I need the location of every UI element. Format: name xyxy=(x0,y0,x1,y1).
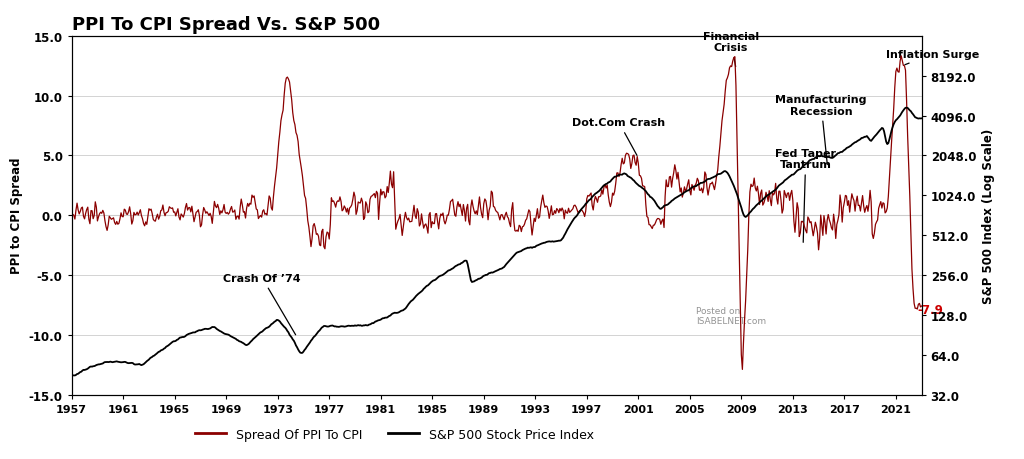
Text: Inflation Surge: Inflation Surge xyxy=(886,50,979,66)
Y-axis label: PPI to CPI Spread: PPI to CPI Spread xyxy=(10,157,24,274)
Y-axis label: S&P 500 Index (Log Scale): S&P 500 Index (Log Scale) xyxy=(982,129,994,303)
Text: Dot.Com Crash: Dot.Com Crash xyxy=(572,118,666,156)
Text: Crash Of ’74: Crash Of ’74 xyxy=(223,274,301,335)
Text: Fed Taper
Tantrum: Fed Taper Tantrum xyxy=(775,148,837,243)
Legend: Spread Of PPI To CPI, S&P 500 Stock Price Index: Spread Of PPI To CPI, S&P 500 Stock Pric… xyxy=(190,423,599,446)
Text: Posted on
ISABELNET.com: Posted on ISABELNET.com xyxy=(696,306,767,325)
Text: Financial
Crisis: Financial Crisis xyxy=(702,32,759,67)
Text: Manufacturing
Recession: Manufacturing Recession xyxy=(775,95,867,165)
Text: -7.9: -7.9 xyxy=(918,303,943,317)
Text: PPI To CPI Spread Vs. S&P 500: PPI To CPI Spread Vs. S&P 500 xyxy=(72,16,380,34)
